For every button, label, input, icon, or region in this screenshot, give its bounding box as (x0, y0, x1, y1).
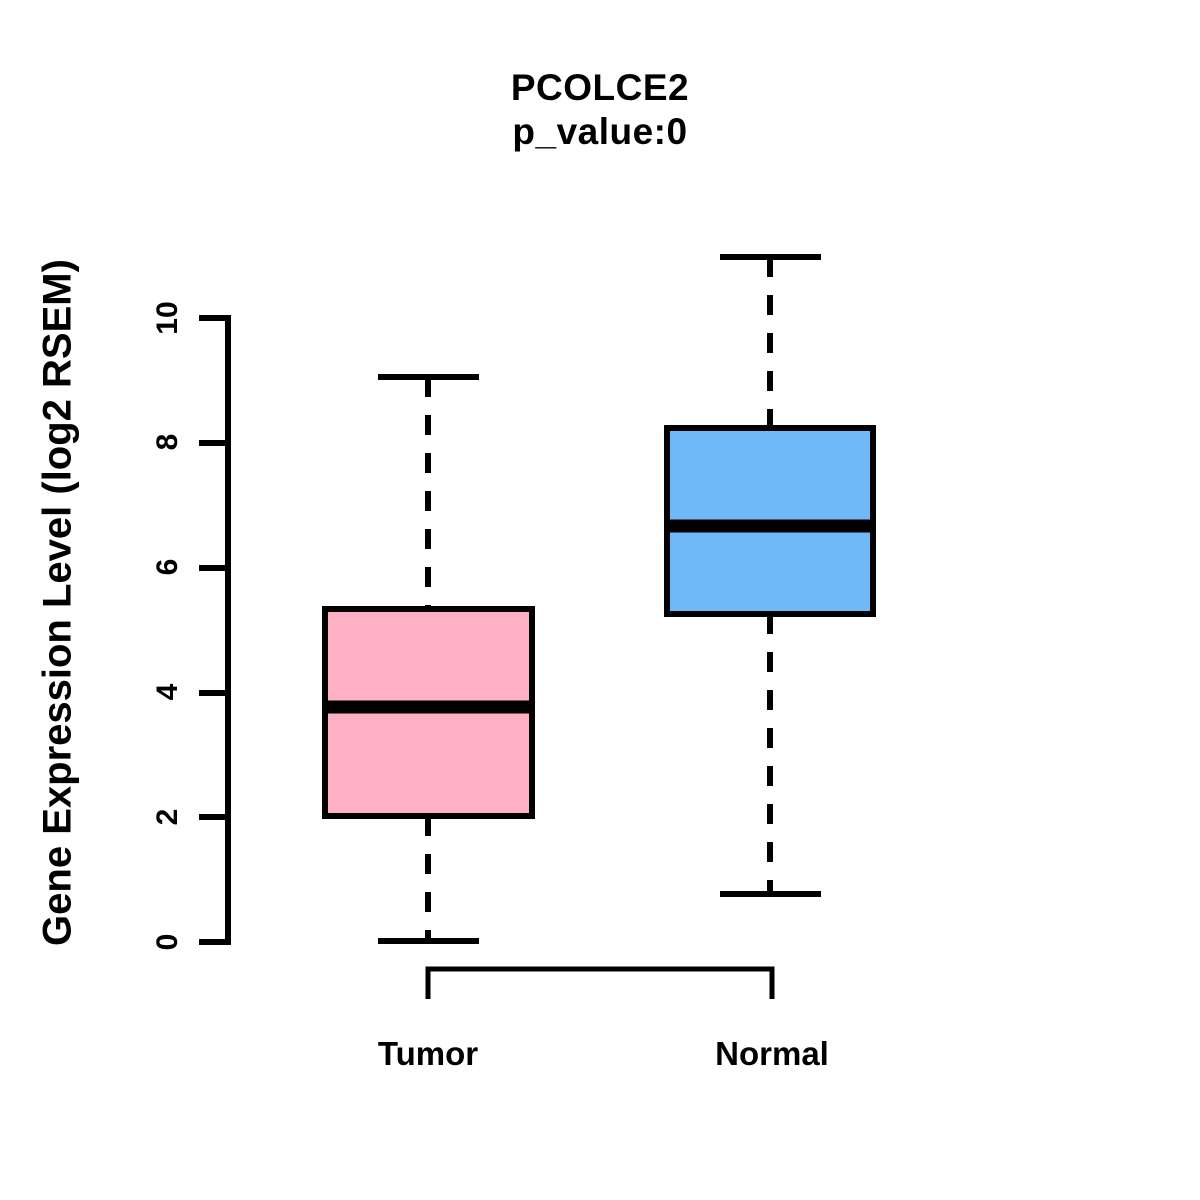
box-tumor (322, 374, 535, 944)
x-tick-label-normal: Normal (715, 1035, 829, 1072)
y-axis (199, 315, 231, 945)
box-normal (664, 254, 876, 897)
x-tick-label-tumor: Tumor (377, 1035, 479, 1072)
significance-bracket (425, 966, 775, 999)
